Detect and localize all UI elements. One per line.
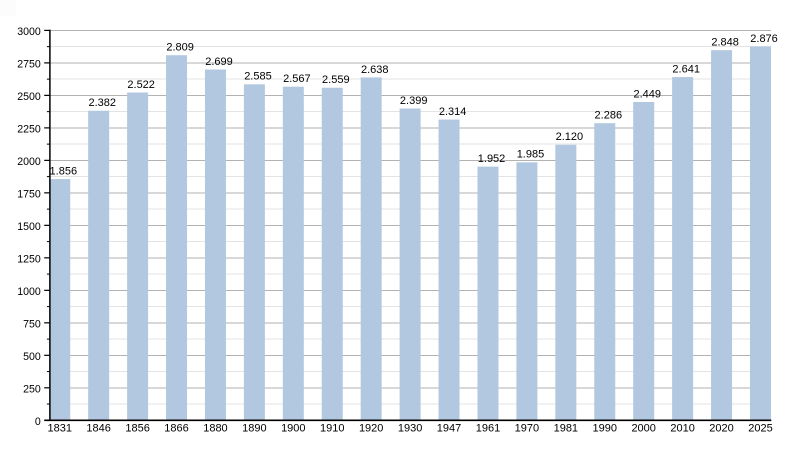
svg-text:2000: 2000	[631, 423, 655, 435]
svg-text:1750: 1750	[17, 188, 41, 200]
svg-text:2000: 2000	[17, 156, 41, 168]
svg-text:2250: 2250	[17, 123, 41, 135]
svg-text:1970: 1970	[515, 423, 539, 435]
svg-text:1500: 1500	[17, 221, 41, 233]
svg-text:2.585: 2.585	[244, 71, 272, 83]
svg-text:3000: 3000	[17, 26, 41, 38]
svg-text:1910: 1910	[320, 423, 344, 435]
svg-text:2.449: 2.449	[633, 88, 661, 100]
svg-text:2.399: 2.399	[400, 95, 428, 107]
svg-text:2025: 2025	[748, 423, 772, 435]
svg-text:1947: 1947	[437, 423, 461, 435]
svg-text:2.314: 2.314	[439, 106, 467, 118]
svg-text:2020: 2020	[709, 423, 733, 435]
svg-text:2.848: 2.848	[711, 36, 739, 48]
svg-text:1890: 1890	[242, 423, 266, 435]
svg-text:500: 500	[23, 351, 41, 363]
svg-text:750: 750	[23, 318, 41, 330]
svg-text:1920: 1920	[359, 423, 383, 435]
svg-text:1.985: 1.985	[517, 149, 545, 161]
svg-text:2500: 2500	[17, 91, 41, 103]
svg-text:2.382: 2.382	[88, 97, 116, 109]
svg-text:2.522: 2.522	[127, 79, 155, 91]
svg-text:2.876: 2.876	[750, 33, 778, 45]
svg-text:1846: 1846	[86, 423, 110, 435]
svg-text:1981: 1981	[554, 423, 578, 435]
svg-text:2.641: 2.641	[672, 63, 700, 75]
svg-text:0: 0	[35, 416, 41, 428]
svg-text:2010: 2010	[670, 423, 694, 435]
svg-text:1990: 1990	[593, 423, 617, 435]
svg-text:1000: 1000	[17, 286, 41, 298]
svg-text:2.286: 2.286	[595, 110, 623, 122]
svg-text:1856: 1856	[125, 423, 149, 435]
svg-text:1250: 1250	[17, 253, 41, 265]
svg-text:1866: 1866	[164, 423, 188, 435]
svg-text:2.699: 2.699	[205, 56, 233, 68]
svg-text:1880: 1880	[203, 423, 227, 435]
svg-text:2.120: 2.120	[556, 131, 584, 143]
svg-text:2.638: 2.638	[361, 64, 389, 76]
svg-text:250: 250	[23, 383, 41, 395]
svg-text:1900: 1900	[281, 423, 305, 435]
svg-text:1.856: 1.856	[50, 165, 78, 177]
svg-text:2.559: 2.559	[322, 74, 350, 86]
svg-text:1961: 1961	[476, 423, 500, 435]
svg-text:1.952: 1.952	[478, 153, 506, 165]
svg-text:1930: 1930	[398, 423, 422, 435]
svg-text:1831: 1831	[47, 423, 71, 435]
svg-text:2750: 2750	[17, 58, 41, 70]
svg-text:2.809: 2.809	[166, 42, 194, 54]
svg-text:2.567: 2.567	[283, 73, 311, 85]
